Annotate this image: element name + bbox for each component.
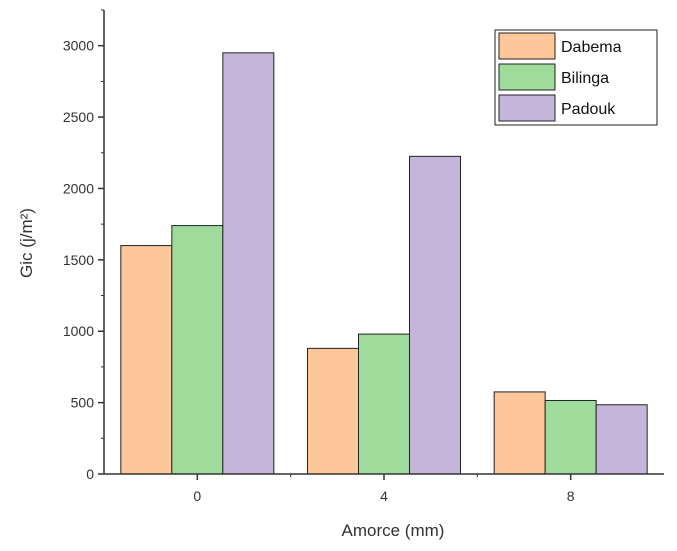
bar-bilinga-0 xyxy=(171,225,224,475)
y-tick-label: 0 xyxy=(86,466,94,482)
x-tick-label: 0 xyxy=(193,488,201,504)
bars-group xyxy=(120,52,648,475)
y-tick-label: 500 xyxy=(71,395,95,411)
y-tick-label: 1000 xyxy=(63,323,94,339)
y-ticks-group: 0 500 1000 1500 2000 2500 3000 xyxy=(63,9,104,482)
x-tick-label: 8 xyxy=(567,488,575,504)
legend-label-padouk: Padouk xyxy=(561,101,616,118)
bar-bilinga-4 xyxy=(358,333,410,475)
y-tick-label: 2500 xyxy=(63,109,94,125)
bar-bilinga-8 xyxy=(544,399,597,475)
y-tick-label: 3000 xyxy=(63,38,94,54)
bar-dabema-0 xyxy=(120,245,173,475)
y-tick-label: 1500 xyxy=(63,252,94,268)
legend: Dabema Bilinga Padouk xyxy=(494,29,658,126)
y-tick-label: 2000 xyxy=(63,180,94,196)
y-axis-title: Gic (j/m²) xyxy=(17,208,36,278)
x-tick-label: 4 xyxy=(380,488,388,504)
legend-label-dabema: Dabema xyxy=(561,39,622,56)
bar-padouk-8 xyxy=(595,404,648,475)
bar-dabema-8 xyxy=(493,391,546,475)
bar-dabema-4 xyxy=(307,347,359,475)
x-axis-title: Amorce (mm) xyxy=(342,521,445,540)
legend-label-bilinga: Bilinga xyxy=(561,70,609,87)
legend-swatch-dabema xyxy=(498,32,556,60)
x-ticks-group: 0 4 8 xyxy=(193,474,575,504)
bar-padouk-4 xyxy=(409,155,461,475)
legend-swatch-padouk xyxy=(498,94,556,122)
legend-swatch-bilinga xyxy=(498,63,556,91)
bar-padouk-0 xyxy=(222,52,275,475)
